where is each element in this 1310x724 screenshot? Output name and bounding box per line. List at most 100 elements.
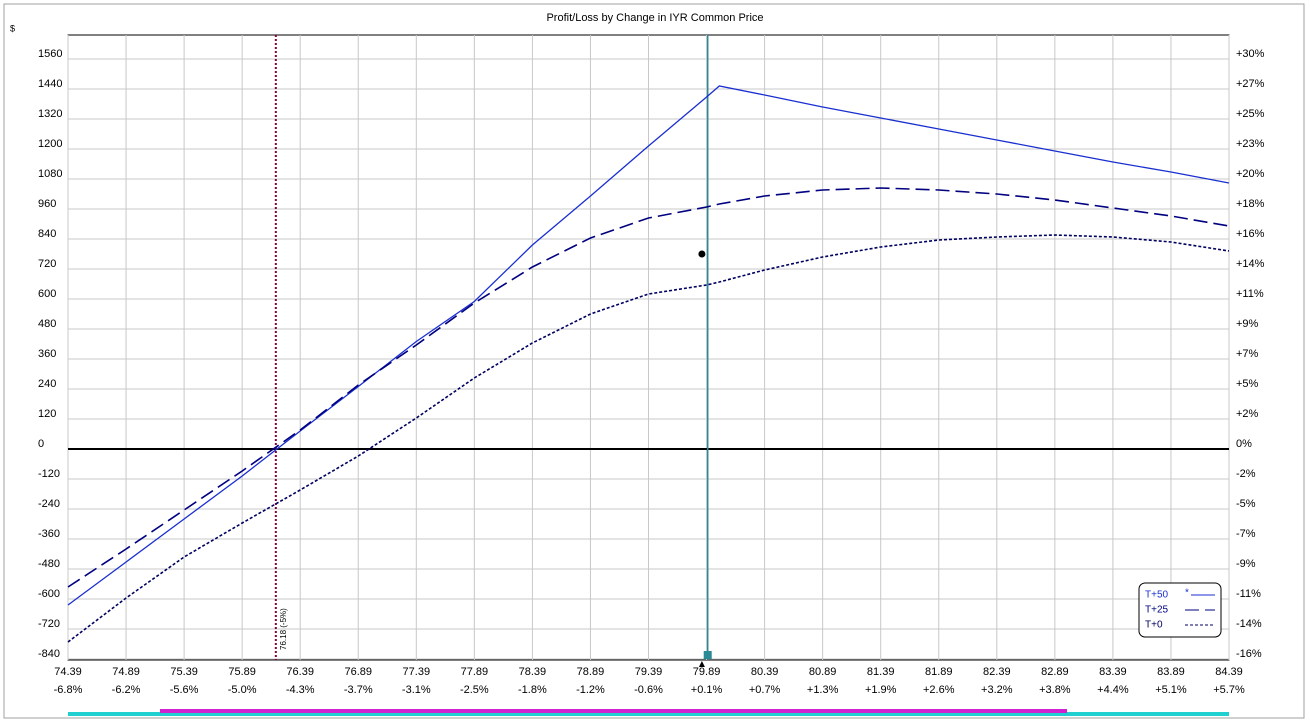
y2-tick-label: +20% <box>1236 168 1265 180</box>
y-tick-label: 1440 <box>38 78 62 90</box>
y-unit: $ <box>10 23 15 33</box>
y2-tick-label: +23% <box>1236 138 1265 150</box>
y-tick-label: -600 <box>38 588 60 600</box>
y2-tick-label: +27% <box>1236 78 1265 90</box>
x-tick-label: 78.89 <box>577 666 605 678</box>
series-line <box>67 187 1230 588</box>
x-pct-label: -3.1% <box>402 684 431 696</box>
x-pct-label: -6.8% <box>54 684 83 696</box>
x-tick-label: 75.89 <box>228 666 256 678</box>
y2-tick-label: +5% <box>1236 378 1259 390</box>
x-tick-label: 84.39 <box>1215 666 1243 678</box>
x-pct-label: -1.2% <box>576 684 605 696</box>
y2-tick-label: -9% <box>1236 558 1256 570</box>
y-tick-label: 600 <box>38 288 56 300</box>
chart-title: Profit/Loss by Change in IYR Common Pric… <box>546 12 763 24</box>
y2-tick-label: +7% <box>1236 348 1259 360</box>
x-tick-label: 81.39 <box>867 666 895 678</box>
y-tick-label: -720 <box>38 618 60 630</box>
x-tick-label: 78.39 <box>519 666 547 678</box>
x-tick-label: 82.39 <box>983 666 1011 678</box>
x-pct-label: -3.7% <box>344 684 373 696</box>
x-pct-label: -6.2% <box>112 684 141 696</box>
y2-tick-label: +14% <box>1236 258 1265 270</box>
x-pct-label: -0.6% <box>634 684 663 696</box>
y-tick-label: 240 <box>38 378 56 390</box>
current-price-marker <box>703 651 712 659</box>
y2-tick-label: -2% <box>1236 468 1256 480</box>
legend-box <box>1138 582 1222 638</box>
x-tick-label: 74.89 <box>112 666 140 678</box>
range-bar <box>160 709 1067 713</box>
legend-label: T+25 <box>1145 605 1169 616</box>
x-pct-label: -2.5% <box>460 684 489 696</box>
x-pct-label: +5.1% <box>1155 684 1187 696</box>
y-tick-label: -120 <box>38 468 60 480</box>
y-tick-label: 960 <box>38 198 56 210</box>
legend-label: T+0 <box>1145 620 1163 631</box>
x-pct-label: -5.0% <box>228 684 257 696</box>
series-line <box>67 234 1230 643</box>
legend-marker: * <box>1185 588 1189 599</box>
y2-tick-label: +9% <box>1236 318 1259 330</box>
y-tick-label: 840 <box>38 228 56 240</box>
x-pct-label: -4.3% <box>286 684 315 696</box>
x-tick-label: 80.39 <box>751 666 779 678</box>
y-tick-label: -480 <box>38 558 60 570</box>
x-tick-label: 77.39 <box>403 666 431 678</box>
y2-tick-label: +30% <box>1236 48 1265 60</box>
y2-tick-label: +11% <box>1236 288 1264 300</box>
y-tick-label: 0 <box>38 438 44 450</box>
y2-tick-label: 0% <box>1236 438 1252 450</box>
y2-tick-label: -14% <box>1236 618 1262 630</box>
series-line <box>67 85 1230 606</box>
x-tick-label: 80.89 <box>809 666 837 678</box>
y2-tick-label: -16% <box>1236 648 1262 660</box>
x-tick-label: 75.39 <box>170 666 198 678</box>
y-tick-label: 720 <box>38 258 56 270</box>
current-point <box>698 250 706 258</box>
y2-tick-label: -7% <box>1236 528 1256 540</box>
y2-tick-label: +16% <box>1236 228 1265 240</box>
x-tick-label: 79.39 <box>635 666 663 678</box>
y2-tick-label: +25% <box>1236 108 1265 120</box>
x-tick-label: 76.89 <box>344 666 372 678</box>
x-pct-label: +3.2% <box>981 684 1013 696</box>
y-tick-label: 1560 <box>38 48 62 60</box>
y-tick-label: -840 <box>38 648 60 660</box>
x-pct-label: +3.8% <box>1039 684 1071 696</box>
y-tick-label: -360 <box>38 528 60 540</box>
x-tick-label: 74.39 <box>54 666 82 678</box>
x-pct-label: -1.8% <box>518 684 547 696</box>
y2-tick-label: -5% <box>1236 498 1256 510</box>
current-point-tick <box>698 661 705 667</box>
x-pct-label: +5.7% <box>1213 684 1245 696</box>
x-tick-label: 83.39 <box>1099 666 1127 678</box>
y-tick-label: 1200 <box>38 138 62 150</box>
y2-tick-label: +2% <box>1236 408 1259 420</box>
breakeven-label: 76.18 (-5%) <box>279 608 288 650</box>
x-pct-label: -5.6% <box>170 684 199 696</box>
x-tick-label: 79.89 <box>693 666 721 678</box>
range-bar <box>68 712 1229 716</box>
y-tick-label: 1320 <box>38 108 62 120</box>
y-tick-label: 120 <box>38 408 56 420</box>
x-pct-label: +4.4% <box>1097 684 1129 696</box>
x-pct-label: +1.3% <box>807 684 839 696</box>
x-tick-label: 83.89 <box>1157 666 1185 678</box>
x-pct-label: +1.9% <box>865 684 897 696</box>
y-tick-label: 360 <box>38 348 56 360</box>
legend-label: T+50 <box>1145 590 1169 601</box>
x-pct-label: +0.7% <box>749 684 781 696</box>
x-pct-label: +0.1% <box>691 684 723 696</box>
x-tick-label: 82.89 <box>1041 666 1069 678</box>
y-tick-label: 1080 <box>38 168 62 180</box>
x-pct-label: +2.6% <box>923 684 955 696</box>
x-tick-label: 76.39 <box>286 666 314 678</box>
y2-tick-label: +18% <box>1236 198 1265 210</box>
y2-tick-label: -11% <box>1236 588 1261 600</box>
y-tick-label: 480 <box>38 318 56 330</box>
x-tick-label: 77.89 <box>461 666 489 678</box>
y-tick-label: -240 <box>38 498 60 510</box>
